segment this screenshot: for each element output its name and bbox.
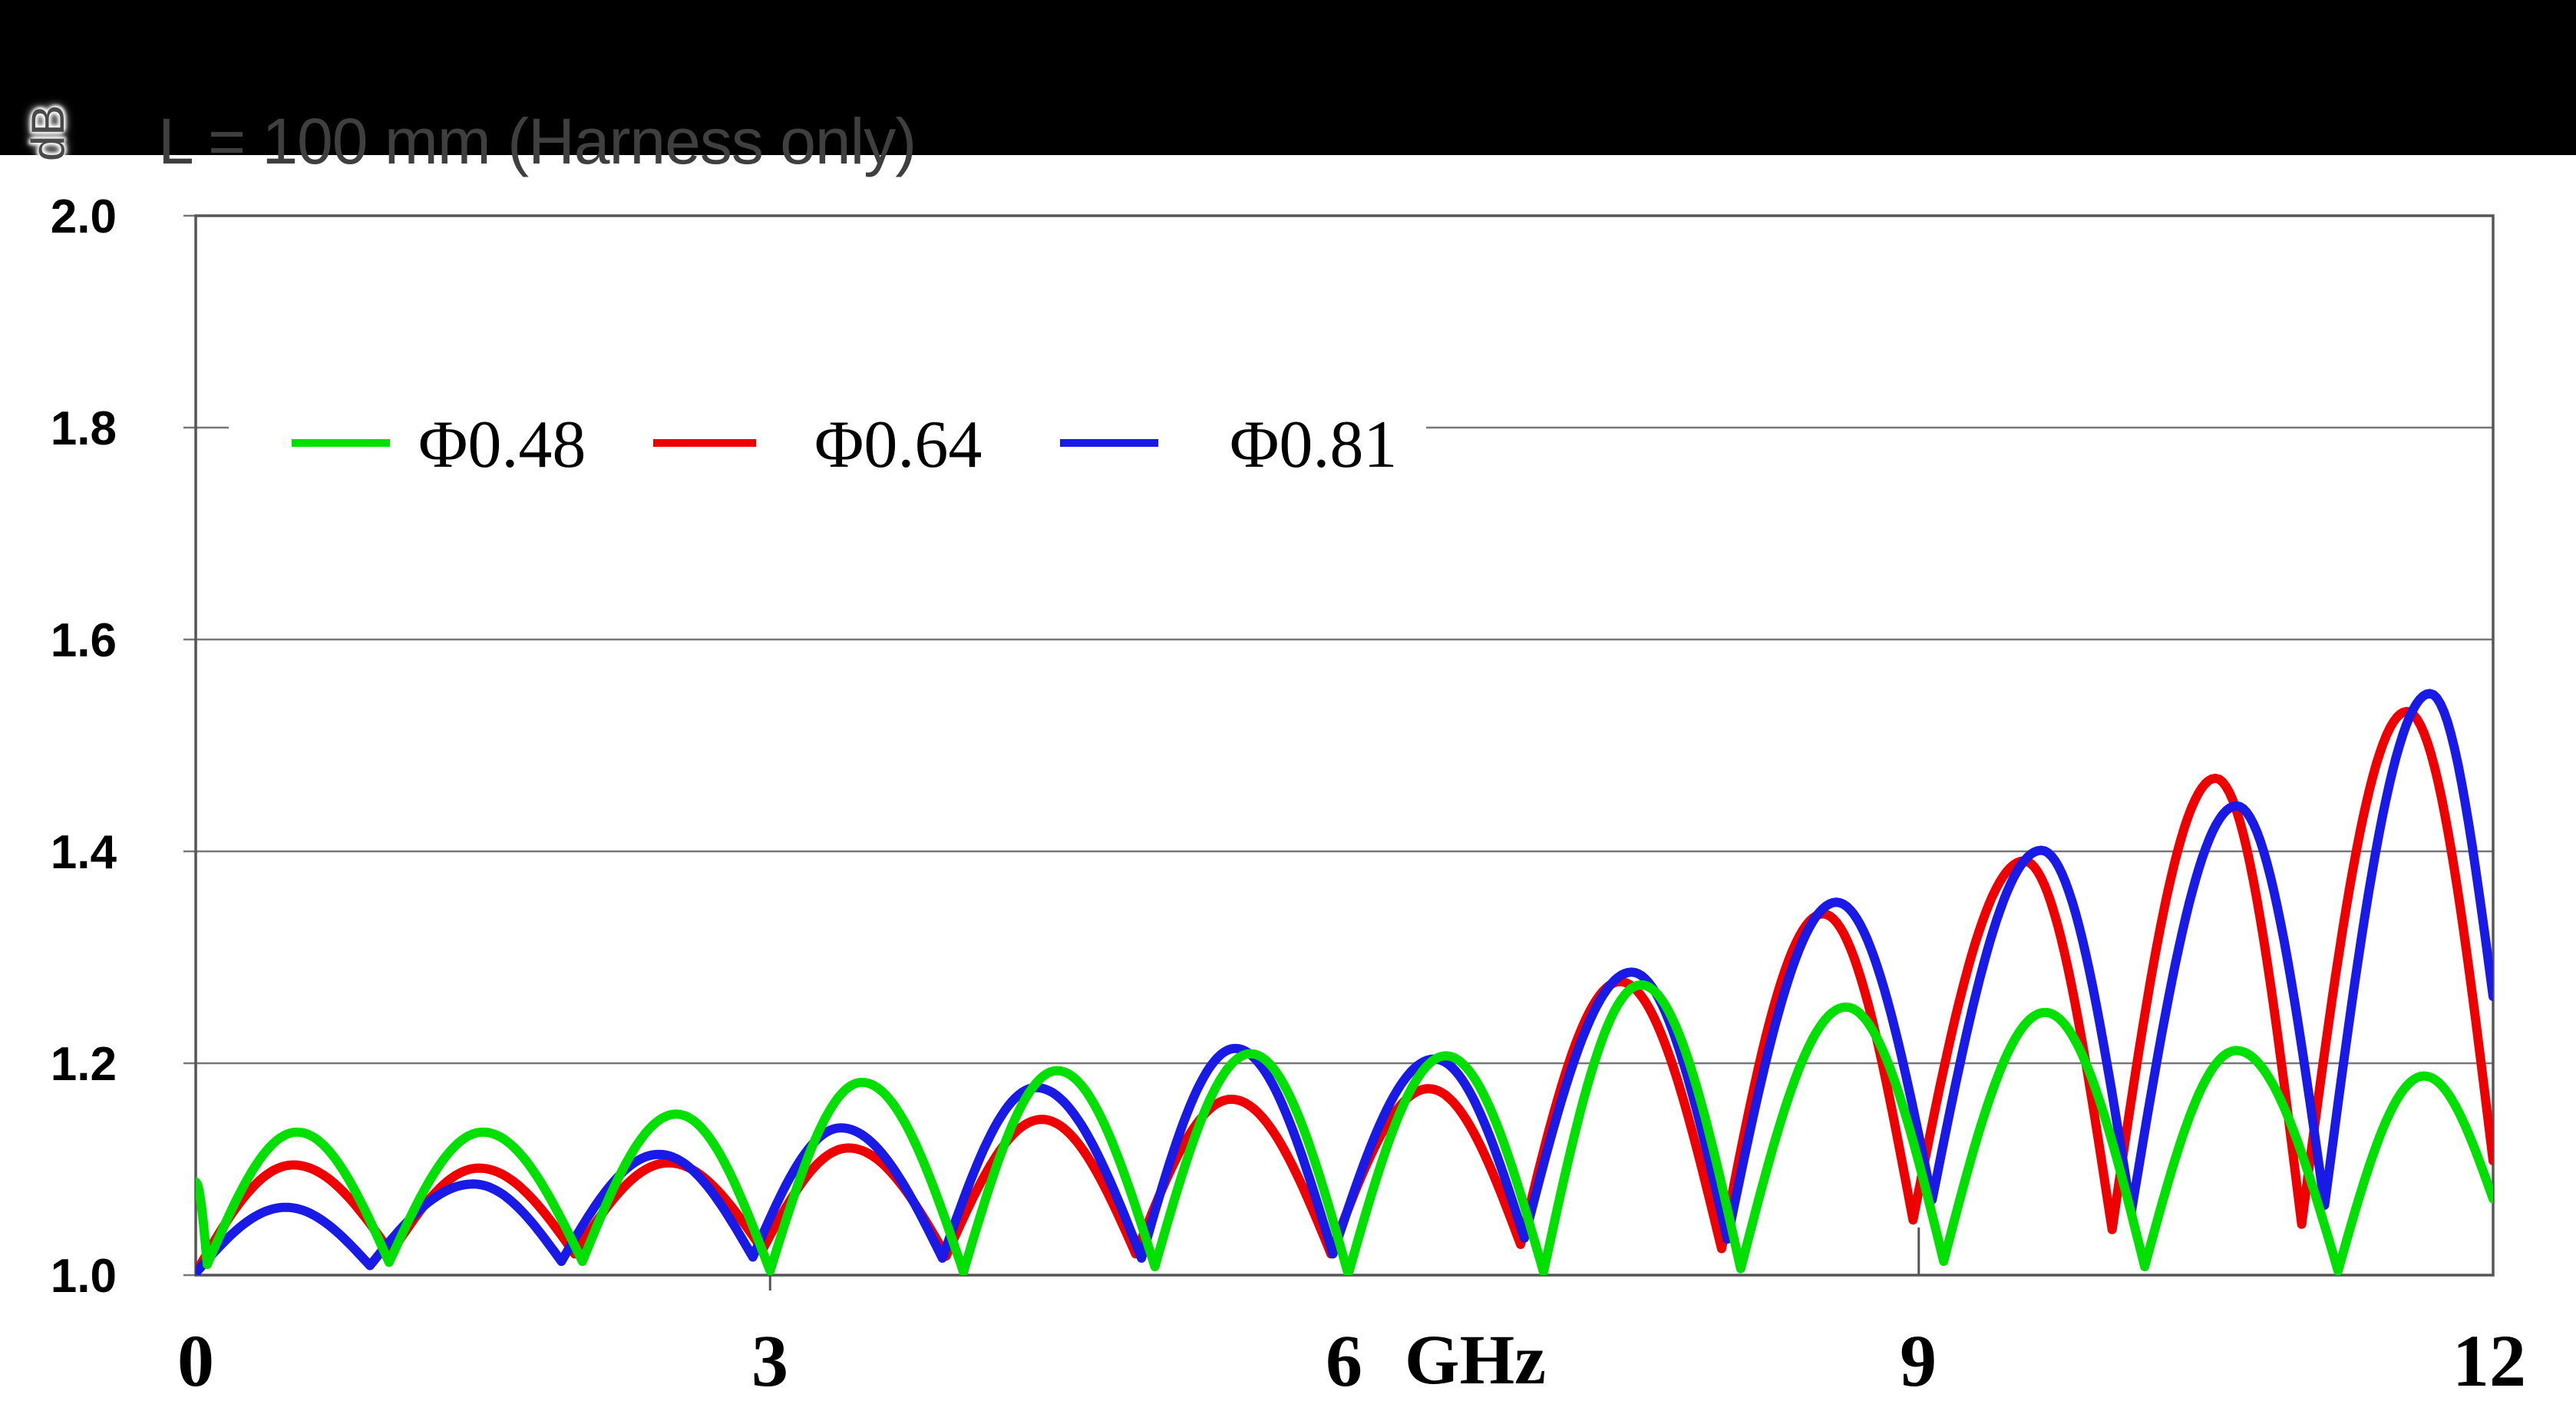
y-axis-tick-labels: 2.0 1.8 1.6 1.4 1.2 1.0 bbox=[51, 190, 117, 1303]
legend: Φ0.48 Φ0.64 Φ0.81 bbox=[229, 396, 1426, 490]
legend-label-phi064: Φ0.64 bbox=[814, 408, 982, 482]
y-tick-1.6: 1.6 bbox=[51, 614, 117, 667]
y-tick-1.2: 1.2 bbox=[51, 1038, 117, 1091]
curve-Φ0.48 bbox=[196, 980, 2493, 1275]
y-tick-1.8: 1.8 bbox=[51, 402, 117, 455]
x-tick-0: 0 bbox=[177, 1320, 214, 1402]
y-tick-2.0: 2.0 bbox=[51, 190, 117, 243]
curve-Φ0.81 bbox=[196, 689, 2493, 1275]
top-black-band bbox=[0, 0, 2576, 155]
y-axis-title: dB bbox=[22, 104, 74, 161]
y-tick-1.0: 1.0 bbox=[51, 1250, 117, 1303]
x-tick-3: 3 bbox=[751, 1320, 788, 1402]
x-tick-6: 6 bbox=[1326, 1320, 1362, 1402]
y-tick-1.4: 1.4 bbox=[51, 826, 117, 879]
legend-background bbox=[229, 396, 1426, 490]
x-tick-12: 12 bbox=[2452, 1320, 2526, 1402]
x-axis-tick-labels: 0 3 6 9 12 GHz bbox=[177, 1320, 2526, 1402]
x-axis-unit: GHz bbox=[1405, 1320, 1546, 1399]
chart-title: L = 100 mm (Harness only) bbox=[158, 105, 916, 177]
data-curves bbox=[196, 689, 2493, 1275]
x-tick-9: 9 bbox=[1900, 1320, 1937, 1402]
legend-label-phi081: Φ0.81 bbox=[1230, 408, 1397, 482]
legend-label-phi048: Φ0.48 bbox=[418, 408, 586, 482]
